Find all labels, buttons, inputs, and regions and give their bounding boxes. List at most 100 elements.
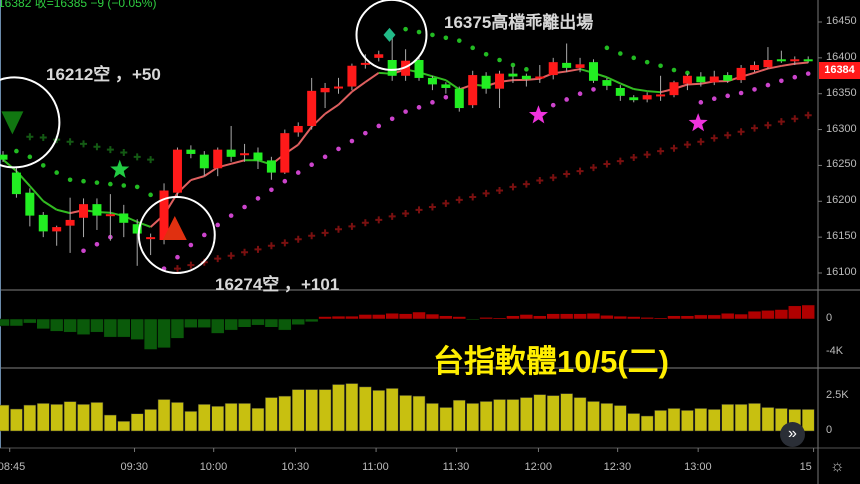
sar-dot-low bbox=[779, 78, 784, 84]
red-cross-marker bbox=[254, 245, 262, 253]
moving-average-line bbox=[42, 200, 58, 211]
sar-dot-high bbox=[416, 29, 422, 35]
sar-dot-low bbox=[577, 91, 583, 97]
oscillator-bar bbox=[694, 314, 708, 320]
moving-average-line bbox=[526, 77, 540, 81]
oscillator-bar bbox=[600, 315, 614, 320]
oscillator-bar bbox=[533, 315, 547, 320]
candle-down bbox=[562, 62, 572, 68]
red-cross-marker bbox=[643, 151, 651, 159]
magenta-star-icon bbox=[688, 113, 708, 132]
oscillator-bar bbox=[184, 318, 198, 328]
sar-dot-low bbox=[202, 232, 207, 238]
volume-bar bbox=[466, 403, 479, 432]
volume-bar bbox=[50, 404, 63, 432]
sar-dot-high bbox=[134, 184, 140, 190]
oscillator-bar bbox=[667, 315, 681, 320]
diamond-icon bbox=[383, 27, 396, 42]
moving-average-line bbox=[337, 91, 353, 106]
sar-dot-high bbox=[604, 45, 610, 51]
candle-up bbox=[736, 67, 746, 81]
candle-up bbox=[669, 82, 679, 96]
sar-dot-high bbox=[430, 32, 435, 38]
candle-down bbox=[119, 213, 129, 223]
red-cross-marker bbox=[670, 144, 678, 152]
oscillator-bar bbox=[76, 318, 91, 335]
volume-bar bbox=[600, 403, 614, 432]
double-chevron-right-icon[interactable]: » bbox=[780, 422, 805, 447]
red-cross-marker bbox=[630, 154, 638, 162]
volume-bar bbox=[506, 399, 520, 432]
overlay-title: 台指軟體10/5(二) bbox=[433, 344, 669, 379]
volume-bar bbox=[90, 402, 104, 432]
sar-dot-high bbox=[403, 26, 408, 32]
red-cross-marker bbox=[710, 134, 718, 142]
price-tick-label: 16400 bbox=[826, 50, 857, 63]
sar-dot-low bbox=[228, 213, 234, 218]
sar-dot-high bbox=[631, 55, 637, 61]
volume-bar bbox=[23, 404, 37, 432]
candle-up bbox=[495, 73, 505, 89]
candle-down bbox=[629, 97, 639, 101]
red-cross-marker bbox=[724, 131, 732, 139]
candle-down bbox=[521, 75, 531, 80]
volume-bar bbox=[627, 413, 640, 432]
volume-bar bbox=[560, 393, 573, 432]
red-cross-marker bbox=[348, 222, 356, 230]
sar-dot-low bbox=[698, 100, 704, 105]
sar-dot-low bbox=[295, 170, 301, 175]
volume-bar bbox=[265, 397, 278, 432]
candle-up bbox=[360, 62, 370, 65]
oscillator-bar bbox=[559, 313, 574, 320]
candle-up bbox=[347, 65, 357, 87]
oscillator-bar bbox=[398, 313, 413, 320]
candle-up bbox=[750, 65, 760, 71]
moving-average-line bbox=[767, 64, 782, 70]
magenta-star-icon bbox=[528, 105, 548, 124]
candle-down bbox=[38, 214, 48, 232]
volume-bar bbox=[332, 384, 345, 432]
candle-down bbox=[441, 84, 451, 88]
sar-dot-high bbox=[54, 170, 59, 175]
volume-bar bbox=[104, 414, 117, 432]
red-cross-marker bbox=[603, 160, 611, 168]
oscillator-bar bbox=[251, 318, 265, 326]
candle-down bbox=[427, 77, 437, 85]
red-cross-marker bbox=[589, 164, 597, 172]
oscillator-bar bbox=[237, 318, 252, 328]
volume-bar bbox=[721, 404, 734, 432]
moving-average-line bbox=[619, 82, 635, 90]
volume-bar bbox=[37, 403, 50, 432]
oscillator-bar bbox=[680, 315, 695, 320]
oscillator-bar bbox=[291, 318, 305, 326]
ticker-quote: 16382 收=16385 −9 (−0.05%) bbox=[0, 0, 157, 10]
oscillator-bar bbox=[130, 318, 144, 340]
green-cross-marker bbox=[133, 153, 141, 161]
volume-bar bbox=[251, 408, 265, 432]
signal-circle bbox=[355, 0, 428, 71]
oscillator-bar bbox=[747, 310, 762, 320]
oscillator-bar bbox=[439, 315, 453, 320]
volume-bar bbox=[546, 395, 560, 432]
volume-bar bbox=[694, 408, 708, 432]
oscillator-bar bbox=[506, 315, 520, 320]
volume-bar bbox=[198, 404, 211, 432]
candle-up bbox=[280, 133, 290, 173]
red-cross-marker bbox=[361, 219, 369, 227]
candle-up bbox=[682, 75, 692, 84]
sar-dot-high bbox=[483, 51, 489, 57]
sar-dot-low bbox=[430, 100, 435, 105]
gear-icon[interactable]: ☼ bbox=[830, 458, 845, 475]
candle-down bbox=[0, 154, 8, 160]
volume-bar bbox=[640, 415, 654, 432]
annotation-exit: 16375高檔乖離出場 bbox=[444, 13, 594, 32]
oscillator-bar bbox=[0, 318, 10, 327]
red-cross-marker bbox=[764, 121, 772, 129]
red-cross-marker bbox=[683, 141, 691, 149]
sar-dot-high bbox=[524, 67, 529, 72]
time-tick-label: 09:30 bbox=[120, 461, 149, 473]
moving-average-line bbox=[606, 76, 621, 85]
volume-bar bbox=[734, 404, 748, 432]
sar-dot-low bbox=[403, 109, 408, 114]
